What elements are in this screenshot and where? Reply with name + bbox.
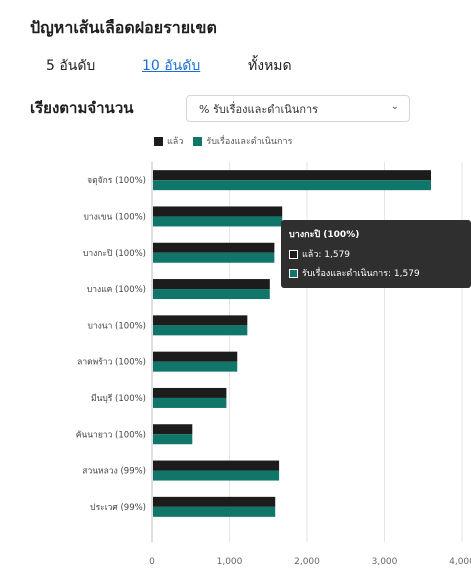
bar-received[interactable] [153, 397, 227, 408]
y-category-label: ประเวศ (99%) [90, 503, 146, 513]
y-category-label: ลาดพร้าว (100%) [77, 357, 146, 368]
bar-received[interactable] [153, 434, 193, 445]
y-category-label: บางนา (100%) [87, 321, 146, 331]
x-tick-label: 3,000 [372, 557, 398, 567]
y-category-label: คันนายาว (100%) [76, 430, 146, 440]
chart-legend: แล้ว รับเรื่องและดำเนินการ [154, 134, 302, 148]
bar-done[interactable] [153, 496, 276, 507]
x-tick-label: 2,000 [294, 557, 320, 567]
tab-all[interactable]: ทั้งหมด [248, 58, 292, 74]
x-tick-label: 4,000 [449, 557, 471, 567]
bar-received[interactable] [153, 289, 270, 300]
bar-done[interactable] [153, 387, 227, 398]
x-tick-label: 0 [149, 557, 155, 567]
legend-swatch-received [193, 136, 203, 146]
y-category-label: จตุจักร (100%) [87, 176, 146, 186]
tooltip-value-done: แล้ว: 1,579 [302, 250, 351, 260]
bar-done[interactable] [153, 315, 248, 326]
chevron-down-icon: ⌄ [390, 101, 399, 112]
legend-item-done[interactable]: แล้ว [154, 134, 183, 148]
bar-done[interactable] [153, 242, 275, 253]
chart-tooltip: บางกะปิ (100%) แล้ว: 1,579 รับเรื่องและด… [281, 220, 471, 288]
y-category-label: สวนหลวง (99%) [82, 467, 146, 477]
sort-label: เรียงตามจำนวน [30, 99, 134, 117]
tooltip-title: บางกะปิ (100%) [289, 230, 360, 240]
tooltip-swatch-received [289, 268, 298, 278]
bar-received[interactable] [153, 506, 276, 517]
bar-done[interactable] [153, 424, 193, 435]
bar-received[interactable] [153, 180, 431, 191]
bar-received[interactable] [153, 216, 283, 227]
panel-title: ปัญหาเส้นเลือดฝอยรายเขต [30, 18, 217, 37]
bar-done[interactable] [153, 460, 280, 471]
x-tick-label: 1,000 [217, 557, 243, 567]
tab-top-5[interactable]: 5 อันดับ [46, 58, 96, 74]
legend-label-received: รับเรื่องและดำเนินการ [206, 137, 293, 147]
bar-received[interactable] [153, 470, 280, 481]
tab-top-10[interactable]: 10 อันดับ [142, 58, 201, 74]
sort-selected-value: % รับเรื่องและดำเนินการ [199, 102, 319, 116]
bar-done[interactable] [153, 279, 270, 290]
tooltip-row-received: รับเรื่องและดำเนินการ: 1,579 [289, 266, 463, 280]
bar-done[interactable] [153, 170, 431, 181]
bar-received[interactable] [153, 252, 275, 263]
bar-done[interactable] [153, 206, 283, 217]
bar-received[interactable] [153, 325, 248, 336]
bar-received[interactable] [153, 361, 238, 372]
tooltip-value-received: รับเรื่องและดำเนินการ: 1,579 [302, 269, 420, 279]
y-category-label: มีนบุรี (100%) [91, 393, 146, 404]
tooltip-swatch-done [289, 249, 298, 259]
sort-select[interactable]: % รับเรื่องและดำเนินการ ⌄ [186, 95, 410, 122]
y-category-label: บางแค (100%) [87, 285, 146, 295]
y-category-label: บางกะปิ (100%) [83, 249, 146, 259]
tooltip-row-done: แล้ว: 1,579 [289, 247, 463, 261]
legend-label-done: แล้ว [167, 137, 184, 147]
legend-swatch-done [154, 136, 163, 146]
bar-done[interactable] [153, 351, 238, 362]
y-category-label: บางเขน (100%) [84, 212, 146, 222]
legend-item-received[interactable]: รับเรื่องและดำเนินการ [193, 134, 292, 148]
